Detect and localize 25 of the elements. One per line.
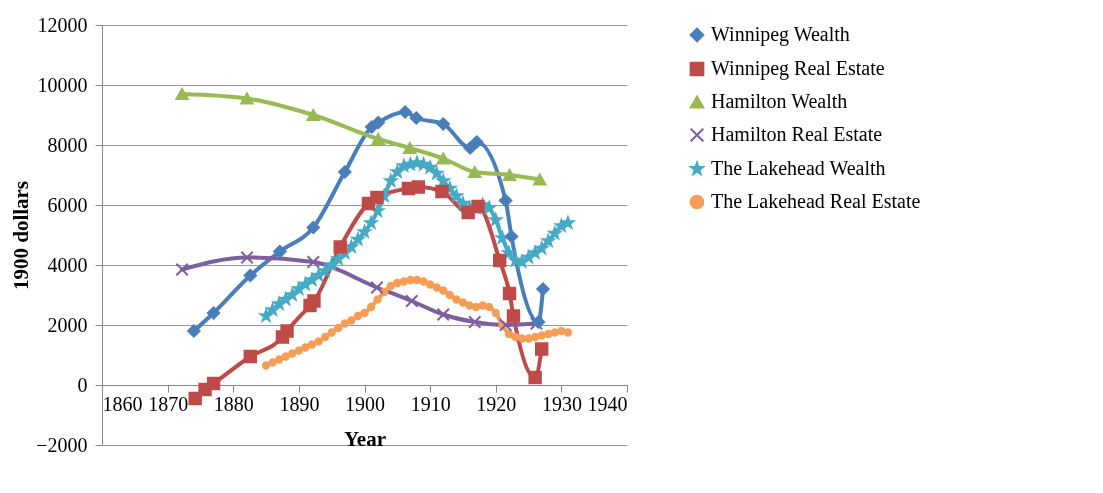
y-tick-label: 6000 — [47, 193, 88, 216]
legend-label: The Lakehead Wealth — [711, 157, 886, 179]
legend-label: Hamilton Wealth — [711, 90, 848, 112]
y-tick-label: 4000 — [47, 253, 88, 276]
y-tick-label: 2000 — [47, 313, 88, 336]
legend-label: Winnipeg Real Estate — [711, 57, 885, 80]
legend-label: Hamilton Real Estate — [711, 123, 883, 145]
x-tick-label: 1880 — [213, 392, 254, 415]
x-tick-label: 1890 — [279, 392, 320, 415]
x-tick-label: 1900 — [345, 392, 385, 415]
x-axis-title: Year — [344, 426, 386, 451]
y-tick-label: 10000 — [37, 73, 88, 96]
y-tick-label: 8000 — [47, 133, 88, 156]
y-tick-label: 0 — [77, 373, 88, 396]
y-tick-label: 12000 — [37, 13, 88, 36]
x-tick-label: 1860 — [102, 392, 143, 415]
x-tick-label: 1910 — [410, 392, 451, 415]
x-tick-label: 1870 — [148, 392, 189, 415]
y-tick-label: −2000 — [36, 433, 88, 456]
x-tick-label: 1940 — [587, 392, 628, 415]
x-tick-label: 1920 — [476, 392, 517, 415]
y-axis-title: 1900 dollars — [9, 180, 34, 291]
x-tick-label: 1930 — [541, 392, 582, 415]
legend-label: The Lakehead Real Estate — [711, 190, 921, 212]
legend-label: Winnipeg Wealth — [711, 23, 850, 46]
